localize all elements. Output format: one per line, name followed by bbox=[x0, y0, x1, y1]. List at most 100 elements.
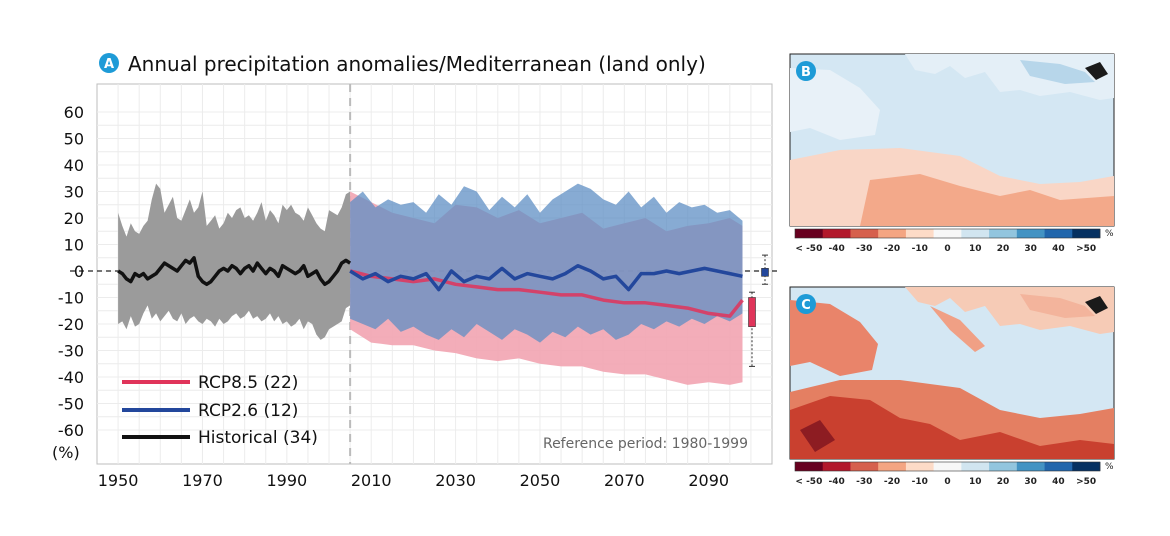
colorbar-cell bbox=[1016, 462, 1045, 471]
colorbar-cell bbox=[1072, 229, 1101, 238]
map-c-sahara bbox=[790, 396, 1114, 459]
band-rcp26 bbox=[350, 183, 743, 343]
colorbar-tick-label: 0 bbox=[944, 477, 950, 487]
series-lines bbox=[117, 256, 744, 318]
y-tick-label: -40 bbox=[58, 368, 84, 387]
x-tick-label: 2090 bbox=[688, 471, 729, 490]
panel-a-badge bbox=[99, 53, 119, 73]
x-tick-label: 1990 bbox=[266, 471, 307, 490]
y-tick-label: -10 bbox=[58, 289, 84, 308]
colorbar-tick-label: -40 bbox=[828, 244, 844, 254]
colorbar-b bbox=[794, 228, 1101, 239]
map-b-sahara bbox=[860, 174, 1114, 226]
x-tick-label: 2050 bbox=[520, 471, 561, 490]
panel-b-badge-letter: B bbox=[801, 65, 811, 80]
panel-b-badge bbox=[796, 61, 816, 81]
map-b-black-sea-coast bbox=[1020, 60, 1095, 84]
colorbar-cell bbox=[1044, 229, 1073, 238]
map-c-black-sea-coast bbox=[1020, 294, 1095, 318]
colorbar-outline bbox=[794, 228, 1101, 239]
map-c-caspian-edge bbox=[1085, 296, 1108, 314]
colorbar-cell bbox=[850, 462, 879, 471]
boxplot-box-rcp85 bbox=[748, 297, 756, 327]
colorbar-tick-label: 20 bbox=[997, 477, 1010, 487]
panel-c-badge-letter: C bbox=[801, 298, 811, 313]
y-tick-label: -20 bbox=[58, 315, 84, 334]
panel-a-header: A Annual precipitation anomalies/Mediter… bbox=[99, 52, 706, 76]
colorbar-cell bbox=[878, 462, 907, 471]
colorbar-cell bbox=[933, 229, 962, 238]
y-tick-label: 10 bbox=[64, 236, 84, 255]
line-historical bbox=[117, 256, 352, 287]
colorbar-cell bbox=[878, 229, 907, 238]
colorbar-c-unit: % bbox=[1105, 462, 1114, 472]
colorbar-tick-label: -20 bbox=[884, 244, 900, 254]
colorbar-tick-label: 40 bbox=[1052, 244, 1065, 254]
colorbar-tick-label: -10 bbox=[912, 244, 928, 254]
map-c-morocco-hotspot bbox=[800, 420, 835, 452]
x-tick-label: 2010 bbox=[351, 471, 392, 490]
colorbar-b-unit: % bbox=[1105, 229, 1114, 239]
colorbar-cell bbox=[1072, 462, 1101, 471]
colorbar-cell bbox=[1044, 462, 1073, 471]
y-axis-tick-labels: 60 50 40 30 20 10 0 -10 -20 -30 -40 -50 -60 bbox=[58, 103, 84, 440]
x-axis-tick-labels: 1950 1970 1990 2010 2030 2050 2070 2090 bbox=[98, 471, 729, 490]
map-c-italy bbox=[930, 306, 985, 352]
colorbar-cell bbox=[961, 229, 990, 238]
legend-label-rcp85: RCP8.5 (22) bbox=[198, 373, 298, 393]
panel-a-badge-letter: A bbox=[104, 57, 114, 72]
legend-label-rcp26: RCP2.6 (12) bbox=[198, 401, 298, 421]
legend: RCP8.5 (22) RCP2.6 (12) Historical (34) bbox=[122, 373, 318, 448]
colorbar-outline bbox=[794, 461, 1101, 472]
colorbar-cell bbox=[989, 229, 1018, 238]
colorbar-b-ticks: < -50 -40 -30 -20 -10 0 10 20 30 40 >50 bbox=[795, 244, 1096, 254]
panel-c-badge bbox=[796, 294, 816, 314]
map-b-iberia bbox=[790, 68, 880, 140]
colorbar-cell bbox=[1016, 229, 1045, 238]
colorbar-cell bbox=[850, 229, 879, 238]
legend-label-historical: Historical (34) bbox=[198, 428, 318, 448]
colorbar-tick-label: 30 bbox=[1024, 244, 1037, 254]
map-panel-b: B % < -50 -40 -30 -20 -10 0 10 20 30 40 >50 bbox=[789, 53, 1115, 254]
y-tick-label: 0 bbox=[74, 262, 84, 281]
colorbar-cell bbox=[905, 462, 934, 471]
x-tick-label: 2070 bbox=[604, 471, 645, 490]
band-historical bbox=[118, 183, 351, 340]
boxplot-box-rcp26 bbox=[761, 268, 769, 277]
colorbar-tick-label: -30 bbox=[856, 244, 872, 254]
line-rcp26 bbox=[349, 263, 743, 292]
map-c-iberia bbox=[790, 300, 878, 376]
colorbar-tick-label: < -50 bbox=[795, 244, 822, 254]
reference-period-note: Reference period: 1980-1999 bbox=[543, 436, 748, 452]
y-unit-label: (%) bbox=[52, 443, 80, 462]
y-tick-label: 40 bbox=[64, 156, 84, 175]
colorbar-tick-label: >50 bbox=[1076, 244, 1096, 254]
y-tick-label: 50 bbox=[64, 130, 84, 149]
colorbar-cell bbox=[822, 229, 851, 238]
colorbar-tick-label: -40 bbox=[828, 477, 844, 487]
y-tick-label: 60 bbox=[64, 103, 84, 122]
colorbar-tick-label: -20 bbox=[884, 477, 900, 487]
boxplots bbox=[748, 254, 769, 367]
colorbar-tick-label: 0 bbox=[944, 244, 950, 254]
colorbar-tick-label: -30 bbox=[856, 477, 872, 487]
colorbar-cell bbox=[933, 462, 962, 471]
colorbar-cell bbox=[905, 229, 934, 238]
x-tick-label: 1950 bbox=[98, 471, 139, 490]
colorbar-c bbox=[794, 461, 1101, 472]
x-tick-label: 1970 bbox=[182, 471, 223, 490]
colorbar-c-ticks: < -50 -40 -30 -20 -10 0 10 20 30 40 >50 bbox=[795, 477, 1096, 487]
colorbar-tick-label: -10 bbox=[912, 477, 928, 487]
map-b-caspian-edge bbox=[1085, 62, 1108, 80]
x-tick-label: 2030 bbox=[435, 471, 476, 490]
colorbar-tick-label: >50 bbox=[1076, 477, 1096, 487]
y-tick-label: 20 bbox=[64, 209, 84, 228]
colorbar-tick-label: 30 bbox=[1024, 477, 1037, 487]
line-rcp85 bbox=[349, 269, 744, 318]
colorbar-tick-label: 10 bbox=[969, 477, 982, 487]
colorbar-cell bbox=[822, 462, 851, 471]
colorbar-cell bbox=[795, 462, 824, 471]
colorbar-tick-label: 20 bbox=[997, 244, 1010, 254]
colorbar-tick-label: 10 bbox=[969, 244, 982, 254]
